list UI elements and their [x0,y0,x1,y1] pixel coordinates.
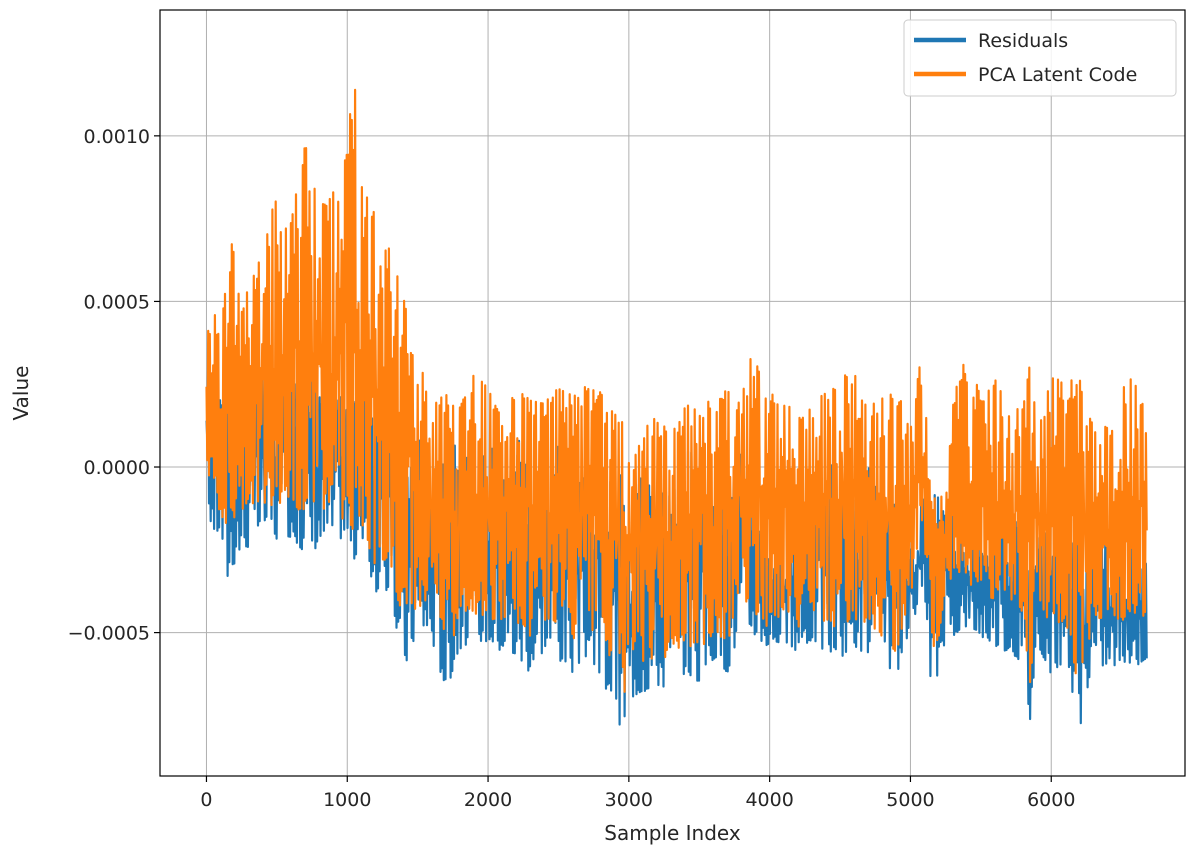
plot-frame [159,9,1186,777]
y-axis: −0.0005 0.0000 0.0005 0.0010 [68,126,160,645]
y-axis-label: Value [9,366,33,421]
x-tick-label: 3000 [605,789,653,811]
series-layer [205,88,1148,726]
x-tick-label: 5000 [886,789,934,811]
y-tick-label: 0.0005 [84,291,150,313]
x-axis: 0 1000 2000 3000 4000 5000 6000 [200,776,1075,811]
legend: Residuals PCA Latent Code [903,19,1177,97]
x-tick-label: 4000 [745,789,793,811]
y-tick-label: 0.0000 [84,457,150,479]
x-tick-label: 2000 [464,789,512,811]
x-tick-label: 6000 [1027,789,1075,811]
series-line-pca-latent-code [205,88,1148,693]
legend-label: Residuals [978,30,1068,52]
legend-box [903,19,1177,97]
x-tick-label: 1000 [323,789,371,811]
x-axis-label: Sample Index [604,821,741,845]
x-tick-label: 0 [200,789,212,811]
y-tick-label: −0.0005 [68,623,150,645]
y-tick-label: 0.0010 [84,126,150,148]
legend-label: PCA Latent Code [978,64,1137,86]
